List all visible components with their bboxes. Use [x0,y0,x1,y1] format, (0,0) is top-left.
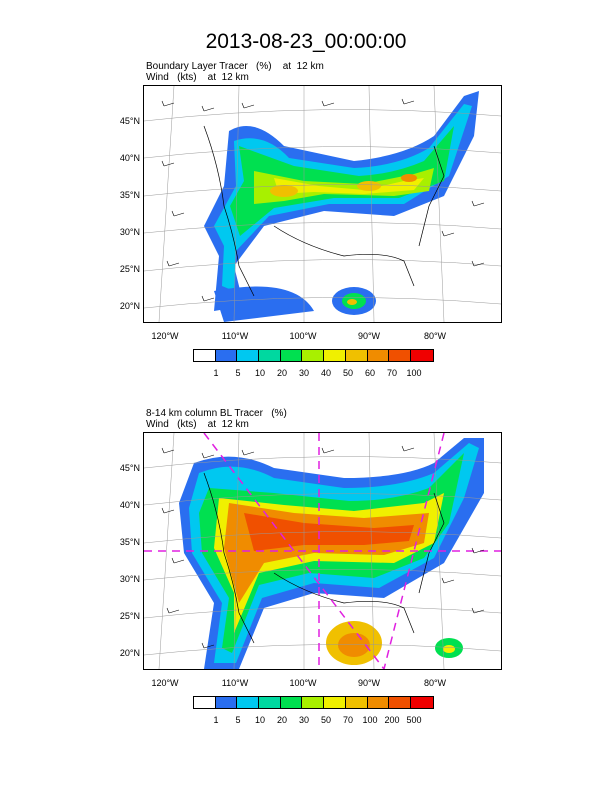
lat-label: 25°N [119,611,140,621]
lon-label: 100°W [289,331,317,341]
lon-label: 120°W [151,331,179,341]
cross-section-lines [144,433,501,669]
lon-label: 90°W [357,331,381,341]
lat-label: 40°N [119,500,140,510]
colorbar-label: 5 [235,715,241,725]
colorbar-label: 40 [320,368,331,378]
lat-label: 40°N [119,153,140,163]
lat-label: 45°N [119,463,140,473]
colorbar-label: 1 [213,715,219,725]
colorbar-label: 10 [254,368,265,378]
lon-label: 90°W [357,678,381,688]
lon-label: 110°W [221,678,249,688]
panel2-subtitle-wind: Wind (kts) at 12 km [146,419,249,430]
lon-label: 80°W [423,678,447,688]
colorbar-label: 50 [320,715,331,725]
coastline-2 [203,472,445,644]
colorbar-label: 20 [276,715,287,725]
colorbar-label: 5 [235,368,241,378]
lat-label: 20°N [119,301,140,311]
coastline-1 [203,125,445,297]
colorbar-label: 30 [298,368,309,378]
colorbar-label: 50 [342,368,353,378]
wind-barbs-1 [161,98,485,302]
tracer-map-panel-1 [143,85,502,323]
colorbar-label: 60 [364,368,375,378]
colorbar-label: 1 [213,368,219,378]
lat-label: 35°N [119,537,140,547]
colorbar-label: 70 [342,715,353,725]
colorbar-1 [193,349,434,362]
lat-label: 35°N [119,190,140,200]
tracer-plume-2 [179,438,484,669]
lat-label: 20°N [119,648,140,658]
colorbar-label: 30 [298,715,309,725]
colorbar-label: 10 [254,715,265,725]
tracer-plume-1 [204,91,479,322]
panel1-subtitle-tracer: Boundary Layer Tracer (%) at 12 km [146,61,324,72]
lon-label: 110°W [221,331,249,341]
colorbar-label: 200 [384,715,400,725]
colorbar-label: 100 [406,368,422,378]
lat-label: 30°N [119,227,140,237]
tracer-map-panel-2 [143,432,502,670]
panel2-subtitle-tracer: 8-14 km column BL Tracer (%) [146,408,287,419]
wind-barbs-2 [161,445,485,649]
colorbar-label: 70 [386,368,397,378]
colorbar-label: 500 [406,715,422,725]
colorbar-2 [193,696,434,709]
colorbar-label: 20 [276,368,287,378]
lat-label: 30°N [119,574,140,584]
lat-label: 25°N [119,264,140,274]
colorbar-label: 100 [362,715,378,725]
lon-label: 100°W [289,678,317,688]
lon-label: 120°W [151,678,179,688]
page-title: 2013-08-23_00:00:00 [205,30,407,53]
panel1-subtitle-wind: Wind (kts) at 12 km [146,72,249,83]
graticule-1 [144,86,501,322]
lon-label: 80°W [423,331,447,341]
lat-label: 45°N [119,116,140,126]
